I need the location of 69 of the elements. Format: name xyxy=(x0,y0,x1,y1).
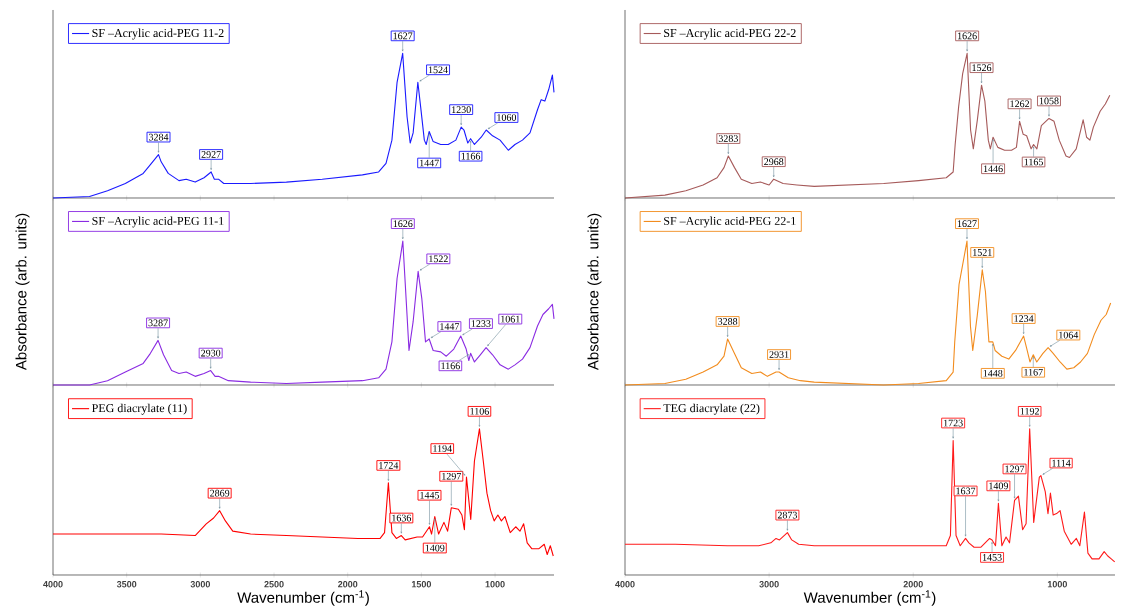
x-tick-label: 1000 xyxy=(485,581,505,588)
annotation: 1521 xyxy=(973,249,992,256)
annotation: 1234 xyxy=(1014,315,1034,322)
annotation: 3284 xyxy=(149,133,169,141)
annotation: 1524 xyxy=(428,66,448,74)
annotation: 1446 xyxy=(983,165,1003,173)
annotation: 1445 xyxy=(420,491,440,499)
annotation: 1106 xyxy=(470,407,489,415)
legend-label: TEG diacrylate (22) xyxy=(663,403,760,415)
legend-label: SF –Acrylic acid-PEG 22-1 xyxy=(664,216,796,228)
annotation: 1114 xyxy=(1052,459,1071,467)
legend-label: SF –Acrylic acid-PEG 11-2 xyxy=(92,28,224,40)
annotation: 1626 xyxy=(958,32,977,40)
annotation: 1448 xyxy=(983,369,1003,377)
annotation: 1061 xyxy=(501,315,520,323)
annotation: 1409 xyxy=(989,482,1008,490)
annotation: 2968 xyxy=(764,158,784,166)
annotation: 1192 xyxy=(1020,407,1039,415)
annotation: 1060 xyxy=(497,114,517,121)
annotation: 1064 xyxy=(1059,331,1079,339)
annotation: 1636 xyxy=(392,514,412,522)
annotation: 2927 xyxy=(201,151,221,158)
x-tick-label: 3000 xyxy=(759,581,779,588)
y-axis-title: Absorbance (arb. units) xyxy=(15,213,30,371)
annotation: 1453 xyxy=(982,554,1002,561)
annotation: 2869 xyxy=(210,489,230,497)
annotation: 1297 xyxy=(442,472,462,480)
annotation: 1723 xyxy=(944,419,963,427)
annotation: 1627 xyxy=(957,220,977,227)
annotation: 1447 xyxy=(440,323,460,330)
annotation: 1724 xyxy=(379,462,399,469)
x-tick-label: 3500 xyxy=(116,581,137,588)
x-tick-label: 2000 xyxy=(338,581,358,588)
annotation: 1166 xyxy=(441,362,460,370)
annotation: 1627 xyxy=(393,32,413,40)
legend-label: SF –Acrylic acid-PEG 11-1 xyxy=(92,216,224,228)
annotation: 1522 xyxy=(429,255,448,263)
annotation: 1447 xyxy=(420,159,439,167)
annotation: 1167 xyxy=(1024,368,1043,376)
x-tick-label: 2000 xyxy=(903,581,923,588)
annotation: 1262 xyxy=(1010,100,1030,108)
x-tick-label: 4000 xyxy=(43,581,63,588)
annotation: 1626 xyxy=(393,220,413,227)
annotation: 1297 xyxy=(1005,465,1025,473)
x-tick-label: 2500 xyxy=(264,581,284,588)
annotation: 2930 xyxy=(201,349,221,357)
annotation: 1233 xyxy=(471,320,491,327)
annotation: 1166 xyxy=(461,152,481,160)
annotation: 1194 xyxy=(433,445,452,452)
annotation: 3288 xyxy=(718,318,738,325)
annotation: 1230 xyxy=(452,106,471,113)
legend-label: SF –Acrylic acid-PEG 22-2 xyxy=(664,28,796,40)
y-axis-title: Absorbance (arb. units) xyxy=(587,213,602,371)
x-tick-label: 3000 xyxy=(190,581,210,588)
legend-label: PEG diacrylate (11) xyxy=(92,403,187,415)
annotation: 3287 xyxy=(148,319,168,327)
x-axis-title: Wavenumber (cm$^{-1}$) xyxy=(803,590,936,606)
annotation: 2873 xyxy=(777,511,798,519)
annotation: 1165 xyxy=(1024,158,1043,166)
annotation: 1058 xyxy=(1039,97,1059,105)
annotation: 2931 xyxy=(769,351,789,358)
annotation: 3283 xyxy=(718,135,738,142)
annotation: 1409 xyxy=(425,544,445,552)
x-tick-label: 1500 xyxy=(411,581,432,588)
annotation: 1526 xyxy=(972,64,992,72)
x-axis-title: Wavenumber (cm$^{-1}$) xyxy=(237,590,369,606)
x-tick-label: 4000 xyxy=(615,581,635,588)
annotation: 1637 xyxy=(956,487,976,495)
x-tick-label: 1000 xyxy=(1047,581,1067,588)
